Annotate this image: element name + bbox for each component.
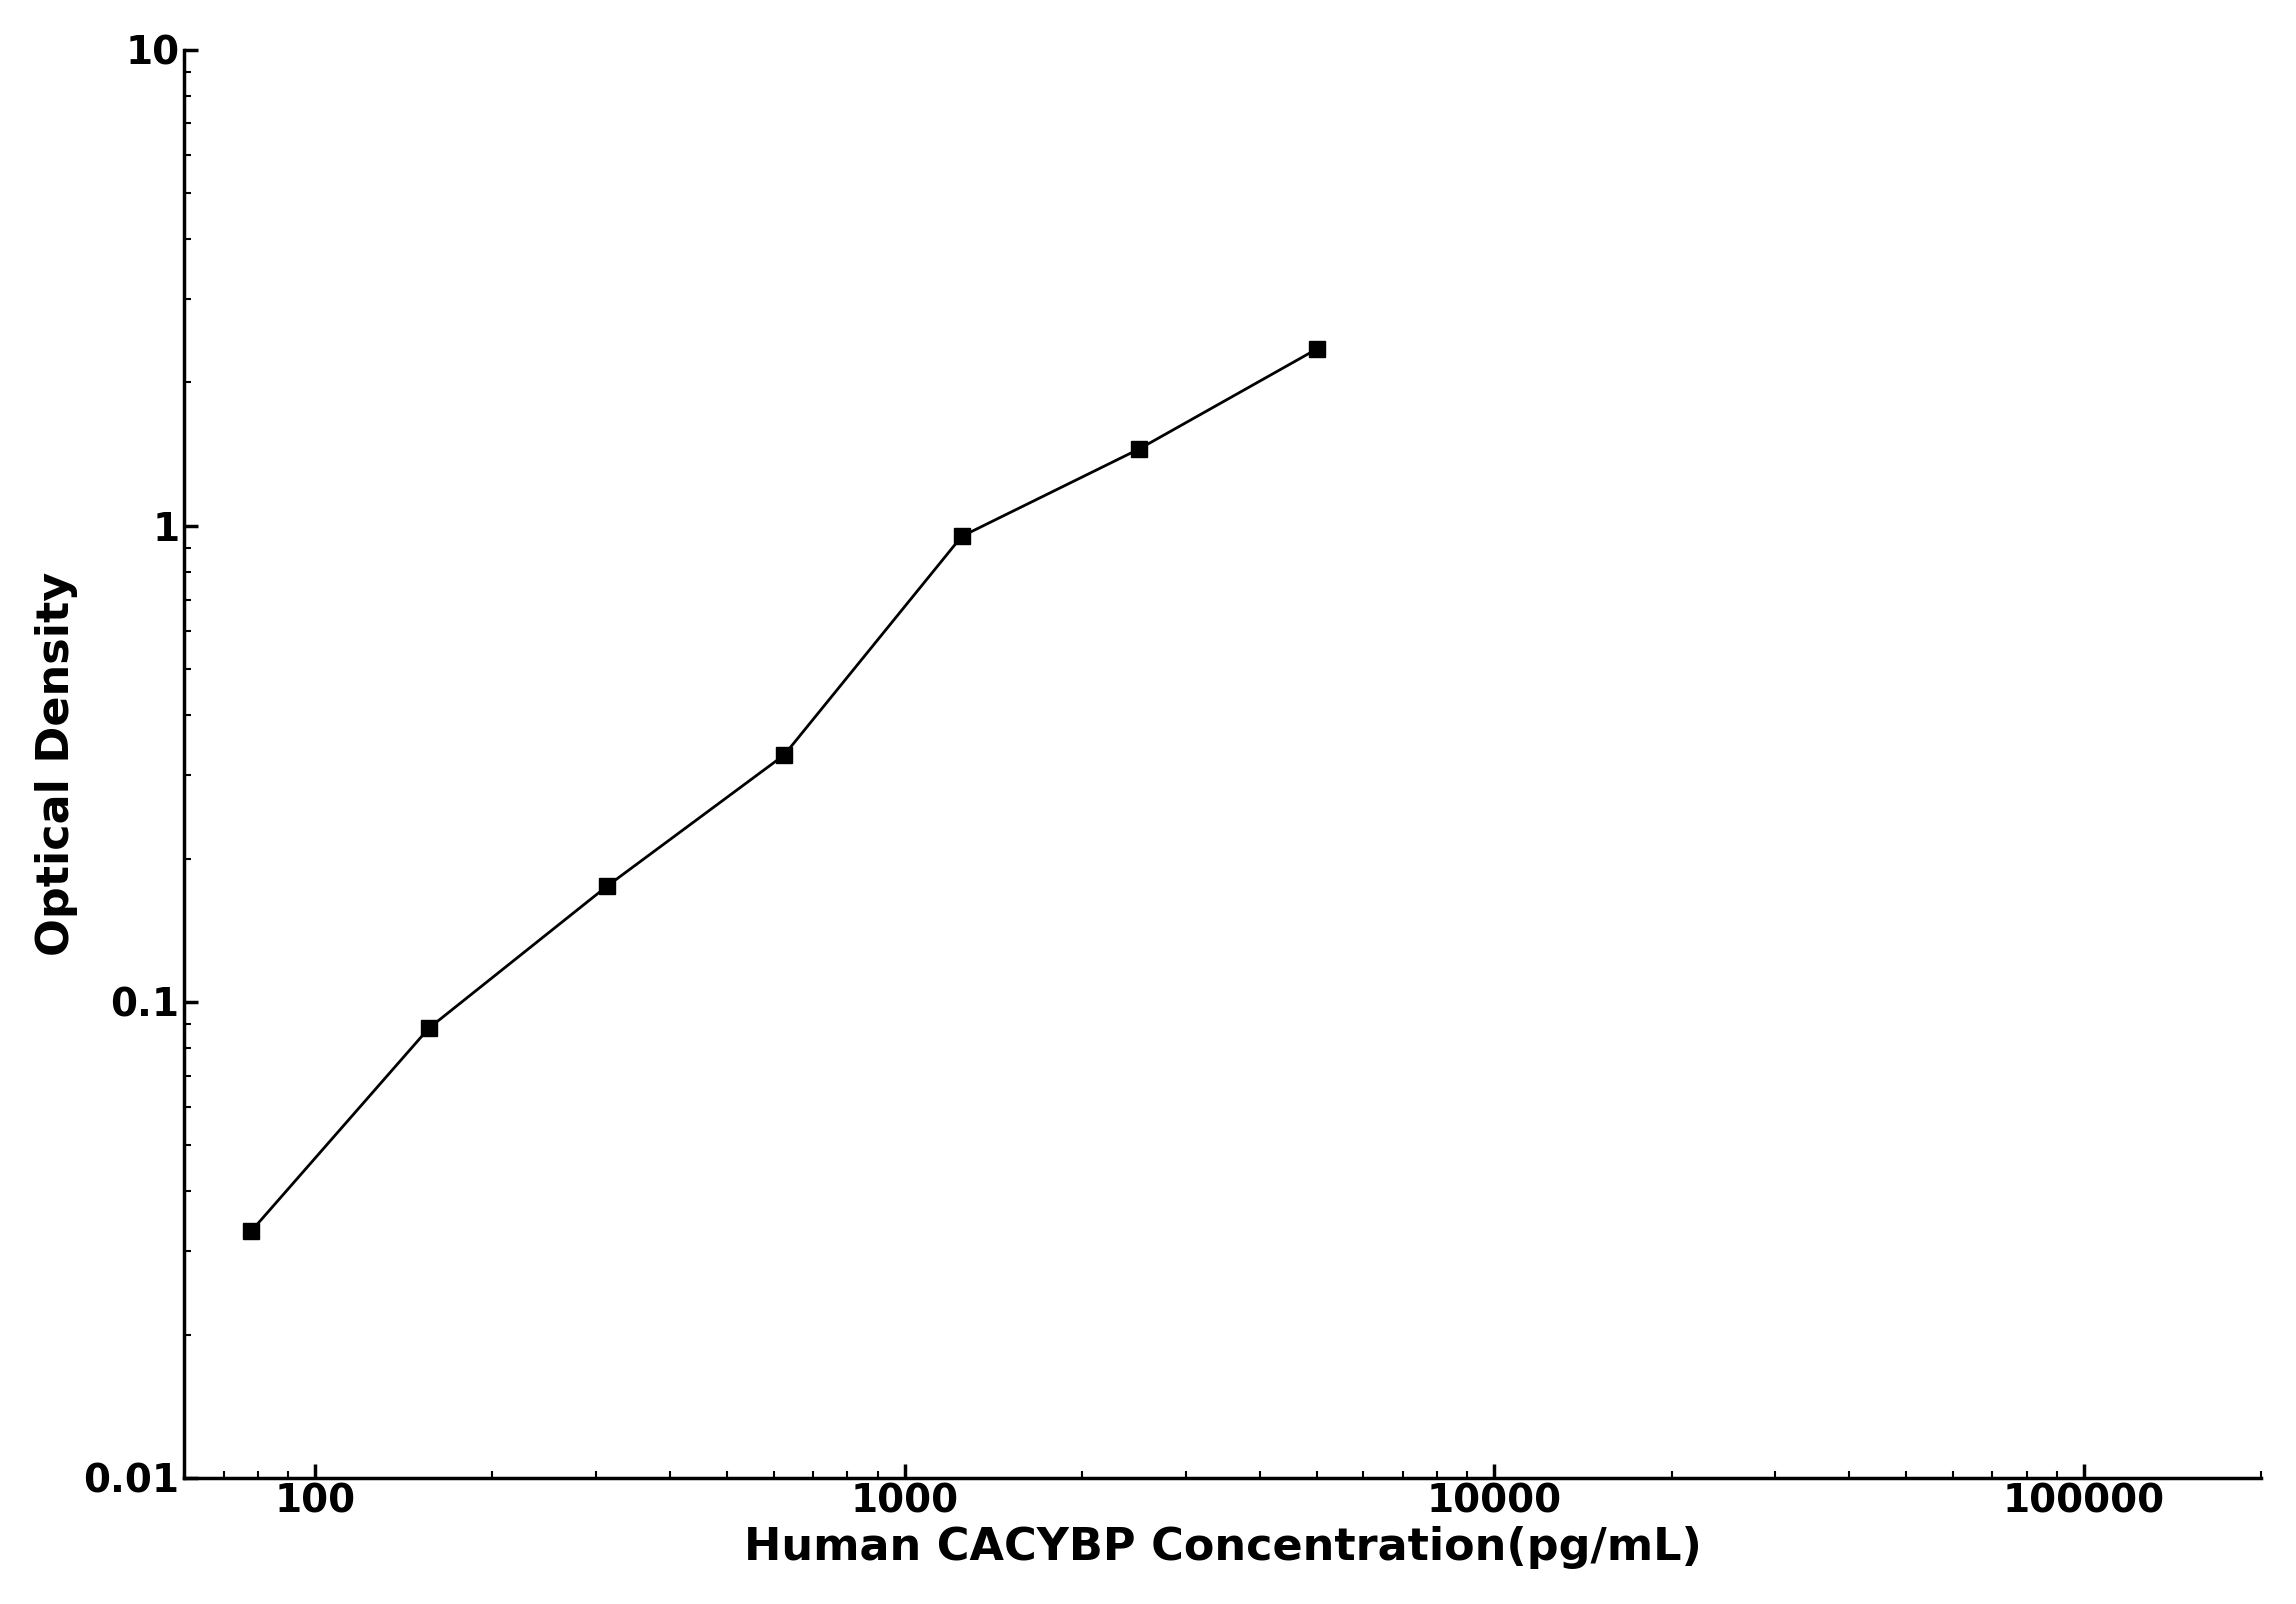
X-axis label: Human CACYBP Concentration(pg/mL): Human CACYBP Concentration(pg/mL) [744,1527,1701,1569]
Y-axis label: Optical Density: Optical Density [34,571,78,956]
